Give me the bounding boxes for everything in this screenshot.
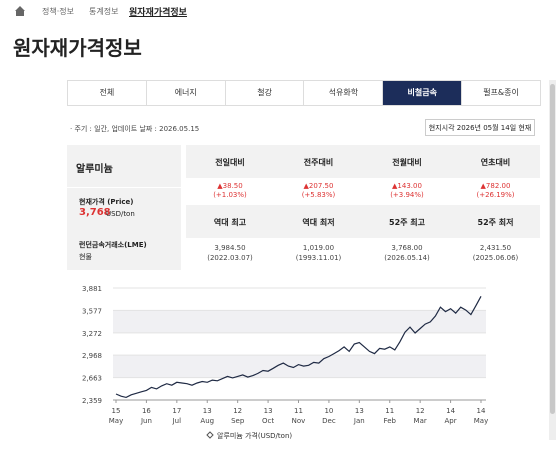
- legend-marker: [206, 431, 214, 439]
- column-header: 연초대비: [480, 158, 511, 167]
- change-value: ▲143.00: [392, 182, 422, 190]
- x-tick-label: May: [474, 417, 488, 425]
- x-tick-label: 17: [172, 407, 181, 415]
- change-percent: (+26.19%): [476, 191, 515, 199]
- x-tick-label: Jun: [140, 417, 152, 425]
- tab[interactable]: 에너지: [145, 81, 225, 105]
- x-tick-label: 13: [355, 407, 364, 415]
- time-box: 현지시각 2026년 05월 14일 현재: [425, 119, 535, 136]
- record-value: 2,431.50: [479, 244, 512, 252]
- change-value: ▲782.00: [480, 182, 511, 190]
- header-row: [186, 205, 540, 238]
- x-tick-label: Oct: [262, 417, 274, 425]
- record-date: (2025.06.06): [472, 254, 519, 262]
- tab[interactable]: 펄프&종이: [461, 81, 540, 105]
- record-date: (1993.11.01): [295, 254, 342, 262]
- change-value: ▲207.50: [303, 182, 334, 190]
- x-tick-label: 10: [324, 407, 333, 415]
- record-value: 1,019.00: [302, 244, 335, 252]
- column-header: 52주 최고: [389, 218, 425, 227]
- grid-band: [113, 355, 486, 378]
- column-header: 52주 최저: [477, 218, 514, 227]
- record-value: 3,768.00: [391, 244, 423, 252]
- x-tick-label: Mar: [414, 417, 427, 425]
- x-tick-label: 14: [477, 407, 486, 415]
- price-unit: USD/ton: [106, 210, 135, 218]
- record-date: (2022.03.07): [207, 254, 253, 262]
- x-tick-label: 13: [264, 407, 273, 415]
- tab[interactable]: 석유화학: [303, 81, 382, 105]
- x-tick-label: Jul: [172, 417, 182, 425]
- tab-active[interactable]: 비철금속: [382, 81, 462, 105]
- breadcrumb-item[interactable]: 통계정보: [89, 7, 119, 16]
- line: [115, 296, 482, 399]
- tab[interactable]: 전체: [99, 88, 115, 97]
- x-tick-label: May: [109, 417, 123, 425]
- x-tick-label: 13: [203, 407, 212, 415]
- breadcrumb-item[interactable]: 정책·정보: [42, 7, 74, 16]
- y-tick-label: 3,272: [82, 330, 102, 338]
- x-tick-label: 12: [416, 407, 425, 415]
- info-text: · 주기 : 일간, 업데이트 날짜 : 2026.05.15: [70, 125, 200, 133]
- x-tick-label: 14: [446, 407, 455, 415]
- change-percent: (+3.94%): [390, 191, 424, 199]
- price-label: 현재가격 (Price): [79, 198, 134, 206]
- x-tick-label: Sep: [231, 417, 245, 425]
- scrollbar: [549, 80, 556, 440]
- x-tick-label: Nov: [292, 417, 306, 425]
- x-tick-label: Apr: [445, 417, 457, 425]
- exchange: 런던금속거래소(LME): [79, 241, 147, 249]
- x-tick-label: 16: [142, 407, 151, 415]
- column-header: 전일대비: [215, 158, 245, 167]
- scroll-thumb[interactable]: [550, 84, 555, 414]
- legend-label: 알루미늄 가격(USD/ton): [217, 431, 292, 440]
- column-header: 역대 최고: [213, 218, 247, 227]
- x-tick-label: Dec: [322, 417, 336, 425]
- tab[interactable]: 철강: [224, 81, 304, 105]
- y-tick-label: 3,577: [82, 307, 102, 315]
- x-tick-label: 11: [385, 407, 394, 415]
- page-title: 원자재가격정보: [13, 36, 142, 60]
- home-icon[interactable]: [14, 5, 26, 17]
- record-date: (2026.05.14): [384, 254, 430, 262]
- header-row: [186, 145, 540, 178]
- kind: 현물: [79, 253, 92, 261]
- column-header: 전주대비: [303, 158, 334, 167]
- change-value: ▲38.50: [217, 182, 243, 190]
- x-tick-label: Jan: [353, 417, 365, 425]
- price: 3,768: [79, 207, 111, 218]
- grid-band: [113, 310, 486, 333]
- breadcrumb-current: 원자재가격정보: [129, 8, 187, 18]
- chart: 2,359 2,663 2,968 3,272 3,577 3,881 15 May 16 Jun…: [82, 285, 488, 440]
- x-tick-label: 15: [112, 407, 121, 415]
- x-tick-label: Aug: [200, 417, 214, 425]
- x-tick-label: Feb: [384, 417, 397, 425]
- commodity-name: 알루미늄: [76, 164, 113, 175]
- divider: [67, 187, 181, 188]
- y-tick-label: 2,968: [82, 352, 102, 360]
- y-tick-label: 2,663: [82, 375, 102, 383]
- x-tick-label: 12: [233, 407, 242, 415]
- tab-bar: 전체 에너지 철강 석유화학 비철금속 펄프&종이: [67, 80, 541, 106]
- change-percent: (+5.83%): [301, 191, 336, 199]
- column-header: 전월대비: [392, 158, 422, 167]
- y-tick-label: 2,359: [82, 397, 102, 405]
- change-percent: (+1.03%): [213, 191, 247, 199]
- column-header: 역대 최저: [302, 218, 335, 227]
- table-left: [67, 145, 181, 270]
- x-tick-label: 11: [294, 407, 303, 415]
- y-tick-label: 3,881: [82, 285, 102, 293]
- record-value: 3,984.50: [214, 244, 246, 252]
